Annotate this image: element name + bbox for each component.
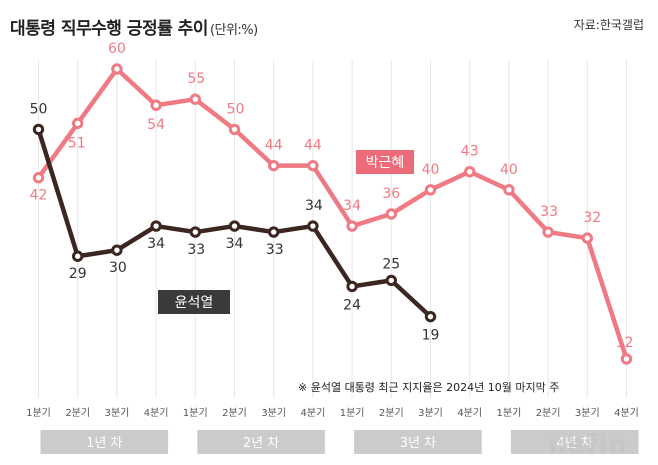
park-value-label: 54 xyxy=(147,117,165,133)
park-point xyxy=(189,93,202,105)
yoon-point xyxy=(72,250,84,262)
yoon-point xyxy=(32,123,45,136)
x-tick-label: 1분기 xyxy=(183,407,208,419)
park-value-label: 44 xyxy=(265,138,283,154)
park-value-label: 32 xyxy=(583,210,601,226)
park-point xyxy=(111,63,123,75)
park-point xyxy=(424,184,437,196)
chart-title: 대통령 직무수행 긍정률 추이 (단위:%) xyxy=(10,14,258,39)
title-text: 대통령 직무수행 긍정률 추이 xyxy=(10,19,208,39)
yoon-point xyxy=(424,310,437,323)
yoon-point xyxy=(385,274,397,287)
park-value-label: 33 xyxy=(540,204,558,220)
park-series-tag-bg xyxy=(356,150,414,174)
source-label: 자료:한국갤럽 xyxy=(573,18,644,32)
park-point xyxy=(620,353,633,365)
park-point xyxy=(581,232,593,244)
park-point xyxy=(32,172,45,184)
yoon-value-label: 34 xyxy=(226,236,244,252)
yoon-value-label: 33 xyxy=(266,242,284,258)
year-label: 2년 차 xyxy=(243,436,279,451)
year-label: 4년 차 xyxy=(557,436,593,451)
x-tick-label: 3분기 xyxy=(261,407,286,419)
yoon-series-tag: 윤석열 xyxy=(175,295,214,311)
x-tick-label: 4분기 xyxy=(301,407,326,419)
yoon-series-tag-bg xyxy=(158,290,230,314)
year-label: 3년 차 xyxy=(400,436,436,451)
park-value-label: 44 xyxy=(304,138,322,154)
park-point xyxy=(464,165,476,178)
x-tick-label: 2분기 xyxy=(222,407,247,419)
yoon-value-label: 33 xyxy=(187,242,205,258)
park-value-label: 60 xyxy=(108,41,126,57)
park-point xyxy=(228,123,241,136)
park-series-line xyxy=(36,66,629,362)
park-value-label: 42 xyxy=(30,188,48,204)
park-series-tag: 박근혜 xyxy=(366,155,405,171)
park-value-label: 36 xyxy=(382,186,400,202)
park-value-label: 40 xyxy=(422,162,440,178)
footnote: ※ 윤석열 대통령 최근 지지율은 2024년 10월 마지막 주 xyxy=(298,381,560,394)
year-bar xyxy=(510,430,639,454)
park-value-label: 51 xyxy=(68,135,86,151)
x-tick-label: 4분기 xyxy=(144,407,169,419)
year-bar xyxy=(354,430,482,454)
yoon-point xyxy=(268,226,280,238)
park-point xyxy=(72,117,84,130)
park-point xyxy=(346,220,358,232)
x-tick-label: 1분기 xyxy=(26,407,51,419)
park-point xyxy=(150,99,162,111)
yoon-value-label: 34 xyxy=(147,236,165,252)
yoon-value-label: 19 xyxy=(422,328,440,344)
park-value-label: 50 xyxy=(227,101,245,117)
yoon-value-label: 29 xyxy=(69,266,87,282)
x-tick-label: 4분기 xyxy=(614,407,639,419)
yoon-value-label: 34 xyxy=(305,198,323,214)
x-tick-label: 1분기 xyxy=(340,407,365,419)
park-value-label: 40 xyxy=(500,162,518,178)
yoon-point xyxy=(307,220,319,232)
x-tick-label: 2분기 xyxy=(379,407,404,419)
park-point xyxy=(268,159,280,172)
yoon-point xyxy=(346,280,358,293)
x-tick-label: 3분기 xyxy=(575,407,600,419)
yoon-point xyxy=(111,244,123,256)
yoon-point xyxy=(150,220,162,232)
watermark: nefin xyxy=(548,430,628,460)
yoon-value-label: 25 xyxy=(382,256,400,272)
x-tick-label: 4분기 xyxy=(457,407,482,419)
year-bar xyxy=(40,430,169,454)
unit-label: (단위:%) xyxy=(209,23,258,38)
park-point xyxy=(503,184,515,196)
year-bar xyxy=(197,430,325,454)
park-value-label: 12 xyxy=(616,335,634,351)
yoon-point xyxy=(228,220,241,232)
x-tick-label: 3분기 xyxy=(418,407,443,419)
park-point xyxy=(542,226,554,238)
park-point xyxy=(385,208,397,220)
yoon-value-label: 50 xyxy=(30,101,48,117)
x-tick-label: 2분기 xyxy=(536,407,561,419)
year-label: 1년 차 xyxy=(86,436,122,451)
yoon-value-label: 24 xyxy=(343,297,361,313)
x-tick-label: 3분기 xyxy=(105,407,130,419)
yoon-point xyxy=(189,226,202,238)
park-value-label: 34 xyxy=(343,198,361,214)
yoon-value-label: 30 xyxy=(109,260,127,276)
x-tick-label: 1분기 xyxy=(497,407,522,419)
park-point xyxy=(307,159,319,172)
park-value-label: 55 xyxy=(187,71,205,87)
x-tick-label: 2분기 xyxy=(65,407,90,419)
park-value-label: 43 xyxy=(461,144,479,160)
